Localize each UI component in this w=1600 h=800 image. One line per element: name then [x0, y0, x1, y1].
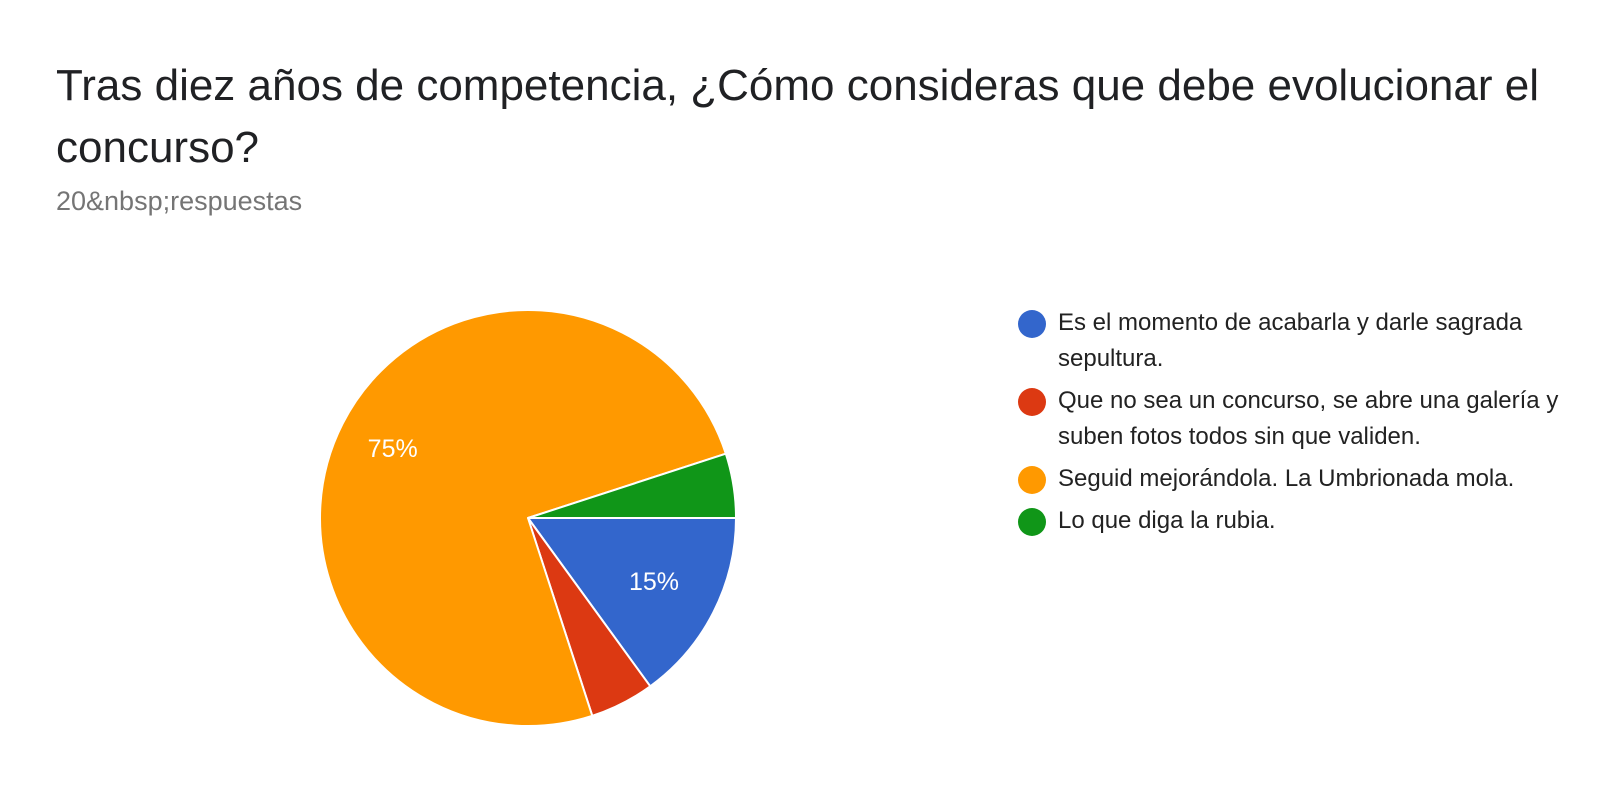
legend-label-2: Que no sea un concurso, se abre una gale… — [1058, 387, 1559, 450]
legend-item-2: Que no sea un concurso, se abre una gale… — [1018, 383, 1578, 455]
legend-label-3: Seguid mejorándola. La Umbrionada mola. — [1058, 465, 1515, 492]
response-count: 20&nbsp;respuestas — [56, 186, 303, 216]
chart-title: Tras diez años de competencia, ¿Cómo con… — [56, 61, 1539, 172]
legend-swatch-3 — [1018, 466, 1046, 494]
pie-slice-1 — [527, 517, 737, 688]
legend-swatch-1 — [1018, 310, 1046, 338]
legend-label-4: Lo que diga la rubia. — [1058, 507, 1276, 534]
legend-swatch-4 — [1018, 508, 1046, 536]
legend-item-4: Lo que diga la rubia. — [1018, 503, 1578, 539]
pie-chart: 15% 75% — [319, 309, 737, 727]
legend-label-1: Es el momento de acabarla y darle sagrad… — [1058, 309, 1523, 372]
chart-legend: Es el momento de acabarla y darle sagrad… — [1018, 305, 1578, 545]
legend-swatch-2 — [1018, 388, 1046, 416]
pie-slice-3 — [319, 309, 727, 727]
legend-item-3: Seguid mejorándola. La Umbrionada mola. — [1018, 461, 1578, 497]
legend-item-1: Es el momento de acabarla y darle sagrad… — [1018, 305, 1578, 377]
pie-slice-4 — [527, 452, 737, 519]
slice-label-3: 75% — [368, 435, 418, 463]
slice-label-1: 15% — [629, 568, 679, 596]
